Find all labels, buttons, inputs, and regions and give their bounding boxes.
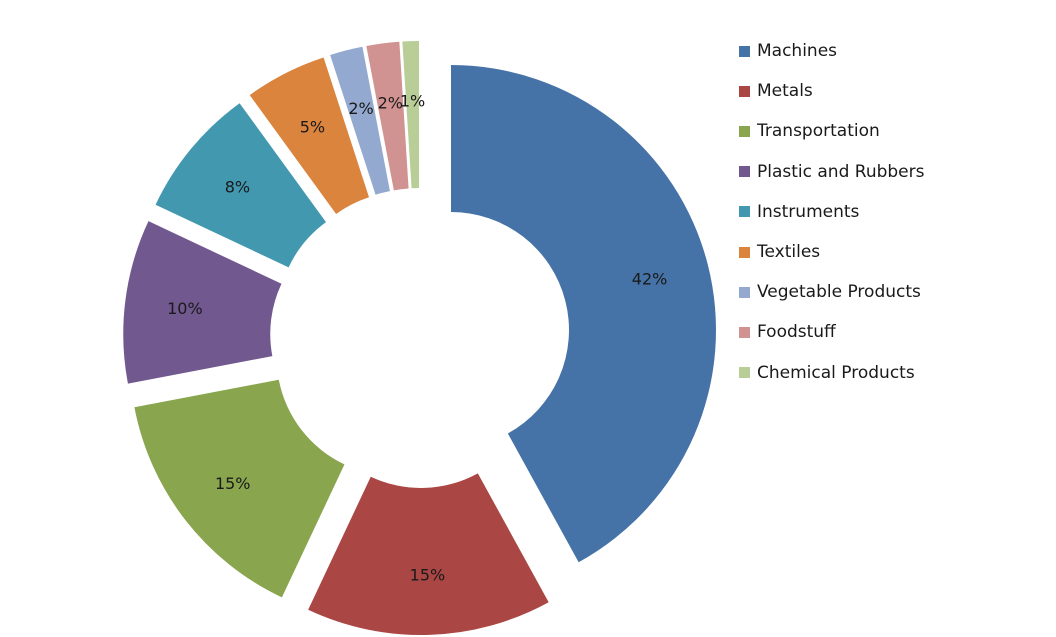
data-label-plastic-and-rubbers: 10% xyxy=(167,299,203,318)
legend-swatch xyxy=(739,45,750,57)
legend-item-vegetable-products: Vegetable Products xyxy=(739,272,925,312)
legend-swatch xyxy=(739,85,750,97)
legend-label: Transportation xyxy=(757,121,880,142)
legend-label: Metals xyxy=(757,81,813,102)
slice-metals xyxy=(308,473,549,635)
legend-item-textiles: Textiles xyxy=(739,232,925,272)
legend-item-foodstuff: Foodstuff xyxy=(739,312,925,352)
legend-swatch xyxy=(739,367,750,379)
chart-slices xyxy=(123,41,716,635)
data-label-instruments: 8% xyxy=(225,177,250,196)
slice-vegetable-products xyxy=(330,46,390,195)
slice-instruments xyxy=(155,103,326,268)
legend-item-metals: Metals xyxy=(739,71,925,111)
data-label-vegetable-products: 2% xyxy=(348,99,373,118)
chart-data-labels: 42%15%15%10%8%5%2% 2%1% xyxy=(167,92,667,585)
legend-item-plastic-and-rubbers: Plastic and Rubbers xyxy=(739,152,925,192)
legend-swatch xyxy=(739,166,750,178)
legend-swatch xyxy=(739,286,750,298)
legend-label: Textiles xyxy=(757,242,821,263)
legend-swatch xyxy=(739,326,750,338)
slice-plastic-and-rubbers xyxy=(123,221,282,384)
slice-textiles xyxy=(249,57,370,215)
legend-label: Vegetable Products xyxy=(757,282,921,303)
legend-label: Instruments xyxy=(757,201,860,222)
data-label-metals: 15% xyxy=(410,565,446,584)
data-label-chemical-products: 1% xyxy=(400,92,425,111)
legend-label: Machines xyxy=(757,41,838,62)
slice-chemical-products xyxy=(402,41,419,189)
legend-swatch xyxy=(739,246,750,258)
legend-swatch xyxy=(739,125,750,137)
legend-item-machines: Machines xyxy=(739,31,925,71)
slice-machines xyxy=(450,65,716,563)
legend-label: Plastic and Rubbers xyxy=(757,161,925,182)
legend-item-transportation: Transportation xyxy=(739,111,925,151)
chart-legend: Machines Metals Transportation Plastic and … xyxy=(739,31,925,393)
legend-swatch xyxy=(739,206,750,218)
data-label-foodstuff: 2% xyxy=(378,93,403,112)
legend-item-instruments: Instruments xyxy=(739,192,925,232)
legend-item-chemical-products: Chemical Products xyxy=(739,353,925,393)
data-label-transportation: 15% xyxy=(215,474,251,493)
slice-transportation xyxy=(134,379,345,598)
slice-foodstuff xyxy=(366,41,409,191)
legend-label: Foodstuff xyxy=(757,322,836,343)
data-label-machines: 42% xyxy=(632,270,668,289)
legend-label: Chemical Products xyxy=(757,362,915,383)
data-label-textiles: 5% xyxy=(300,117,325,136)
